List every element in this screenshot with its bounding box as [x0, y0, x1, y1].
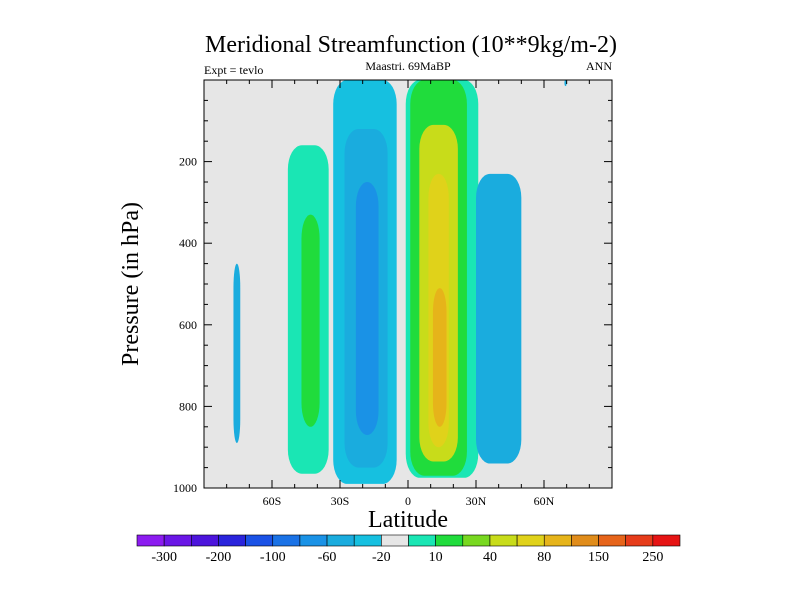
- colorbar-swatch: [245, 534, 274, 547]
- contour-region-3: [301, 214, 320, 427]
- colorbar-swatch: [381, 534, 409, 547]
- colorbar: -300 -200 -100 -60 -20 10 40 80 150 250: [136, 534, 681, 565]
- contour-region-6: [355, 182, 379, 435]
- colorbar-label: 40: [483, 550, 497, 565]
- colorbar-swatch: [353, 534, 382, 547]
- contour-region-13: [564, 80, 567, 87]
- colorbar-swatch: [489, 534, 518, 547]
- y-tick-label: 400: [179, 236, 197, 250]
- colorbar-label: -60: [318, 550, 337, 565]
- y-tick-label: 600: [179, 318, 197, 332]
- colorbar-swatch: [435, 534, 464, 547]
- colorbar-swatch: [598, 534, 626, 547]
- y-tick-label: 200: [179, 155, 197, 169]
- colorbar-swatch: [299, 534, 328, 547]
- colorbar-swatch: [571, 534, 599, 547]
- colorbar-label: 80: [537, 550, 551, 565]
- y-axis-title: Pressure (in hPa): [118, 202, 144, 366]
- colorbar-label: -200: [206, 550, 232, 565]
- colorbar-swatch: [272, 534, 301, 547]
- colorbar-swatch: [163, 534, 192, 547]
- colorbar-swatch: [516, 534, 545, 547]
- x-axis-title: Latitude: [368, 507, 448, 533]
- colorbar-swatch: [462, 534, 491, 547]
- colorbar-swatch: [652, 534, 681, 547]
- colorbar-label: -300: [151, 550, 177, 565]
- experiment-label: Expt = tevlo: [204, 63, 263, 77]
- colorbar-label: -20: [372, 550, 391, 565]
- contour-region-1: [233, 263, 241, 444]
- period-label: Maastri. 69MaBP: [365, 59, 451, 73]
- colorbar-swatch: [191, 534, 219, 547]
- contour-region-12: [476, 173, 522, 464]
- colorbar-swatch: [625, 534, 654, 547]
- y-tick-label: 800: [179, 399, 197, 413]
- contour-fills: [233, 80, 567, 484]
- season-label: ANN: [586, 59, 612, 73]
- x-tick-label: 60S: [263, 494, 282, 508]
- x-tick-label: 30S: [331, 494, 350, 508]
- x-tick-label: 30N: [466, 494, 487, 508]
- colorbar-swatch: [543, 534, 572, 547]
- contour-region-11: [432, 288, 447, 427]
- colorbar-swatch: [408, 534, 436, 547]
- y-tick-label: 1000: [173, 481, 197, 495]
- colorbar-swatch: [218, 534, 246, 547]
- colorbar-label: -100: [260, 550, 286, 565]
- x-tick-label: 0: [405, 494, 411, 508]
- x-tick-label: 60N: [534, 494, 555, 508]
- axis-ticks: 60S 30S 0 30N 60N 200 400 600 800 1000: [173, 79, 613, 508]
- colorbar-swatch: [326, 534, 355, 547]
- colorbar-label: 150: [588, 550, 609, 565]
- colorbar-label: 10: [429, 550, 443, 565]
- colorbar-swatch: [136, 534, 165, 547]
- colorbar-label: 250: [642, 550, 663, 565]
- chart-title: Meridional Streamfunction (10**9kg/m-2): [205, 32, 617, 58]
